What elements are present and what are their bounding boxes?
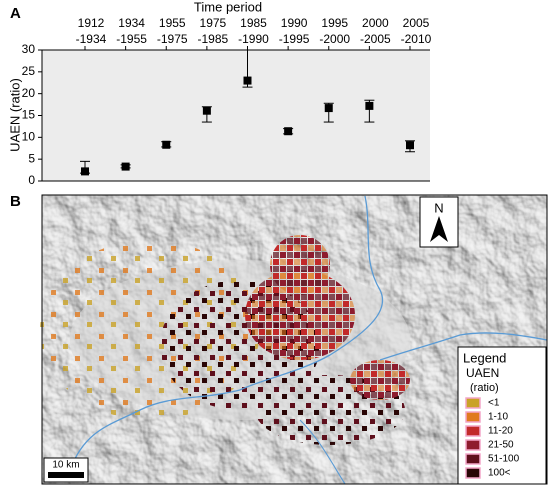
- panel-label: B: [10, 193, 21, 210]
- legend-label: 51-100: [488, 454, 520, 465]
- map: N 10 km Legend UAEN (ratio): [40, 194, 548, 485]
- y-tick-label: 0: [28, 173, 35, 187]
- legend-label: 21-50: [488, 440, 514, 451]
- north-label: N: [434, 200, 443, 215]
- marker: [243, 76, 252, 85]
- urban-east: [350, 360, 410, 400]
- x-tick-label: 2000 -2005: [360, 16, 391, 46]
- legend-swatch: [465, 425, 481, 437]
- legend-swatch: [465, 453, 481, 465]
- marker: [324, 104, 333, 113]
- x-tick-label: 1985 -1990: [238, 16, 269, 46]
- legend-label: 11-20: [488, 426, 513, 437]
- legend-swatch: [465, 411, 481, 423]
- marker: [365, 101, 374, 110]
- x-tick-label: 1955 -1975: [156, 16, 188, 46]
- river: [239, 195, 384, 391]
- north-arrow: [430, 216, 448, 242]
- legend-swatch: [465, 467, 481, 479]
- river: [379, 332, 548, 361]
- y-tick-label: 25: [22, 64, 36, 78]
- river: [299, 419, 346, 485]
- x-tick-label: 1995 -2000: [319, 16, 351, 46]
- y-tick-label: 20: [22, 86, 36, 100]
- marker: [81, 167, 89, 176]
- legend-label: <1: [488, 398, 500, 409]
- legend-label: 100<: [488, 468, 511, 479]
- marker: [284, 127, 293, 136]
- y-tick-label: 5: [28, 151, 35, 165]
- x-axis-title: Time period: [194, 0, 262, 14]
- urban-core: [245, 270, 355, 360]
- urban-north: [270, 235, 330, 295]
- map-frame: [41, 194, 548, 485]
- legend-swatch: [465, 439, 481, 451]
- legend-unit: (ratio): [470, 382, 499, 394]
- x-tick-label: 2005 -2010: [400, 16, 432, 46]
- marker: [121, 162, 130, 171]
- x-tick-label: 1934 -1955: [116, 16, 147, 46]
- river: [69, 389, 241, 471]
- marker: [406, 141, 414, 150]
- legend-subtitle: UAEN: [466, 366, 499, 380]
- x-tick-label: 1912 -1934: [75, 16, 107, 46]
- y-tick-label: 30: [22, 42, 36, 56]
- y-tick-label: 10: [22, 130, 36, 144]
- y-tick-label: 15: [22, 108, 36, 122]
- scale-bar: [48, 472, 84, 478]
- plot-background: [42, 50, 430, 181]
- marker: [162, 140, 171, 149]
- y-axis-title: UAEN (ratio): [7, 78, 22, 152]
- legend-label: 1-10: [488, 412, 508, 423]
- scale-label: 10 km: [52, 460, 79, 471]
- legend-swatch: [465, 397, 481, 409]
- legend-title: Legend: [463, 350, 506, 365]
- x-tick-label: 1975 -1985: [197, 16, 229, 46]
- marker: [202, 106, 211, 115]
- panel-label: A: [10, 5, 21, 22]
- x-tick-label: 1990 -1995: [278, 16, 310, 46]
